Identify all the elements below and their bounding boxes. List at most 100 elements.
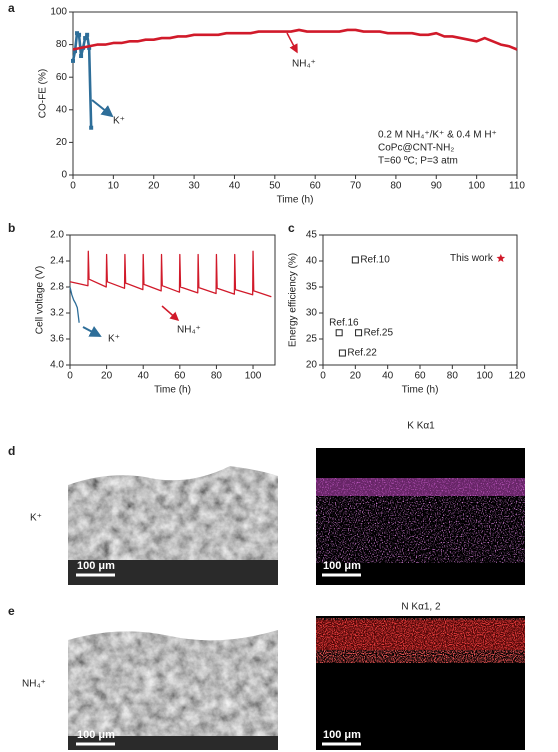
x-tick-label: 70	[350, 181, 362, 192]
y-axis-title: Cell voltage (V)	[35, 266, 46, 334]
data-point	[496, 253, 506, 263]
y-tick-label: 2.4	[50, 256, 64, 267]
series-line	[71, 31, 93, 128]
x-tick-label: 40	[138, 371, 150, 382]
x-tick-label: 120	[509, 371, 526, 382]
row-label: NH₄⁺	[22, 679, 46, 690]
x-tick-label: 0	[320, 371, 326, 382]
data-point	[89, 125, 94, 130]
y-tick-label: 2.8	[50, 282, 64, 293]
x-tick-label: 80	[390, 181, 402, 192]
y-tick-label: 2.0	[50, 230, 64, 241]
sem-image: 100 μm	[68, 448, 278, 585]
arrow	[161, 305, 180, 321]
x-tick-label: 0	[70, 181, 76, 192]
y-tick-label: 20	[306, 360, 318, 371]
point-label: Ref.22	[347, 348, 377, 359]
y-tick-label: 3.6	[50, 334, 64, 345]
series-label: NH₄⁺	[292, 59, 316, 70]
x-tick-label: 100	[245, 371, 262, 382]
point-label: Ref.16	[329, 317, 359, 328]
x-tick-label: 60	[174, 371, 186, 382]
point-label: Ref.10	[360, 255, 390, 266]
y-tick-label: 25	[306, 334, 318, 345]
x-tick-label: 40	[382, 371, 394, 382]
plot-frame	[69, 234, 276, 366]
y-tick-label: 45	[306, 230, 318, 241]
annotation: T=60 ºC; P=3 atm	[378, 156, 458, 167]
x-tick-label: 30	[189, 181, 201, 192]
x-tick-label: 60	[414, 371, 426, 382]
x-tick-label: 40	[229, 181, 241, 192]
data-point	[355, 329, 363, 337]
annotation: 0.2 M NH₄⁺/K⁺ & 0.4 M H⁺	[378, 130, 497, 141]
panel-letter: a	[8, 1, 15, 15]
data-point	[85, 32, 90, 37]
data-point	[75, 31, 80, 36]
x-tick-label: 20	[148, 181, 160, 192]
x-tick-label: 80	[447, 371, 459, 382]
y-tick-label: 80	[56, 39, 68, 50]
x-tick-label: 50	[269, 181, 281, 192]
data-point	[87, 45, 92, 50]
series-line	[69, 286, 80, 323]
y-tick-label: 40	[306, 256, 318, 267]
x-tick-label: 60	[310, 181, 322, 192]
data-point	[83, 36, 88, 41]
x-tick-label: 80	[211, 371, 223, 382]
y-tick-label: 60	[56, 72, 68, 83]
point-label: This work	[450, 253, 494, 264]
arrow	[91, 99, 114, 118]
eds-map: 100 μm	[316, 448, 525, 585]
data-point	[351, 256, 359, 264]
data-point	[79, 54, 84, 59]
x-tick-label: 10	[108, 181, 120, 192]
series-line	[72, 28, 518, 51]
y-axis-title: Energy efficiency (%)	[288, 253, 299, 347]
x-axis-title: Time (h)	[277, 195, 314, 206]
arrow	[286, 32, 298, 54]
y-tick-label: 40	[56, 104, 68, 115]
y-axis-title: CO-FE (%)	[38, 69, 49, 118]
map-title: N Kα1, 2	[401, 602, 441, 613]
plot-frame	[72, 11, 518, 176]
data-point	[338, 349, 346, 357]
point-label: Ref.25	[364, 327, 394, 338]
row-label: K⁺	[30, 513, 42, 524]
x-tick-label: 20	[101, 371, 113, 382]
series-label: K⁺	[113, 116, 125, 127]
panel-letter: c	[288, 221, 295, 235]
arrow	[82, 326, 102, 337]
y-tick-label: 3.2	[50, 308, 64, 319]
data-point	[71, 58, 75, 63]
y-tick-label: 35	[306, 282, 318, 293]
panel-letter: e	[8, 604, 15, 618]
scale-bar-label: 100 μm	[323, 560, 361, 572]
x-tick-label: 0	[67, 371, 73, 382]
scale-bar-label: 100 μm	[77, 729, 115, 741]
map-title: K Kα1	[407, 421, 435, 432]
scale-bar-label: 100 μm	[77, 560, 115, 572]
y-tick-label: 0	[61, 170, 67, 181]
x-tick-label: 20	[350, 371, 362, 382]
eds-map: 100 μm	[316, 616, 525, 750]
y-tick-label: 100	[50, 7, 67, 18]
data-point	[73, 49, 78, 54]
x-axis-title: Time (h)	[402, 385, 439, 396]
scale-bar-label: 100 μm	[323, 729, 361, 741]
panel-letter: b	[8, 221, 15, 235]
y-tick-label: 30	[306, 308, 318, 319]
x-tick-label: 100	[468, 181, 485, 192]
y-tick-label: 4.0	[50, 360, 64, 371]
y-tick-label: 20	[56, 137, 68, 148]
data-point	[335, 329, 343, 337]
x-tick-label: 110	[509, 181, 525, 192]
sem-image: 100 μm	[68, 612, 278, 750]
x-tick-label: 90	[431, 181, 443, 192]
x-tick-label: 100	[476, 371, 493, 382]
series-line	[69, 250, 272, 298]
panel-letter: d	[8, 444, 15, 458]
data-point	[77, 32, 82, 37]
annotation: CoPc@CNT-NH₂	[378, 143, 454, 154]
